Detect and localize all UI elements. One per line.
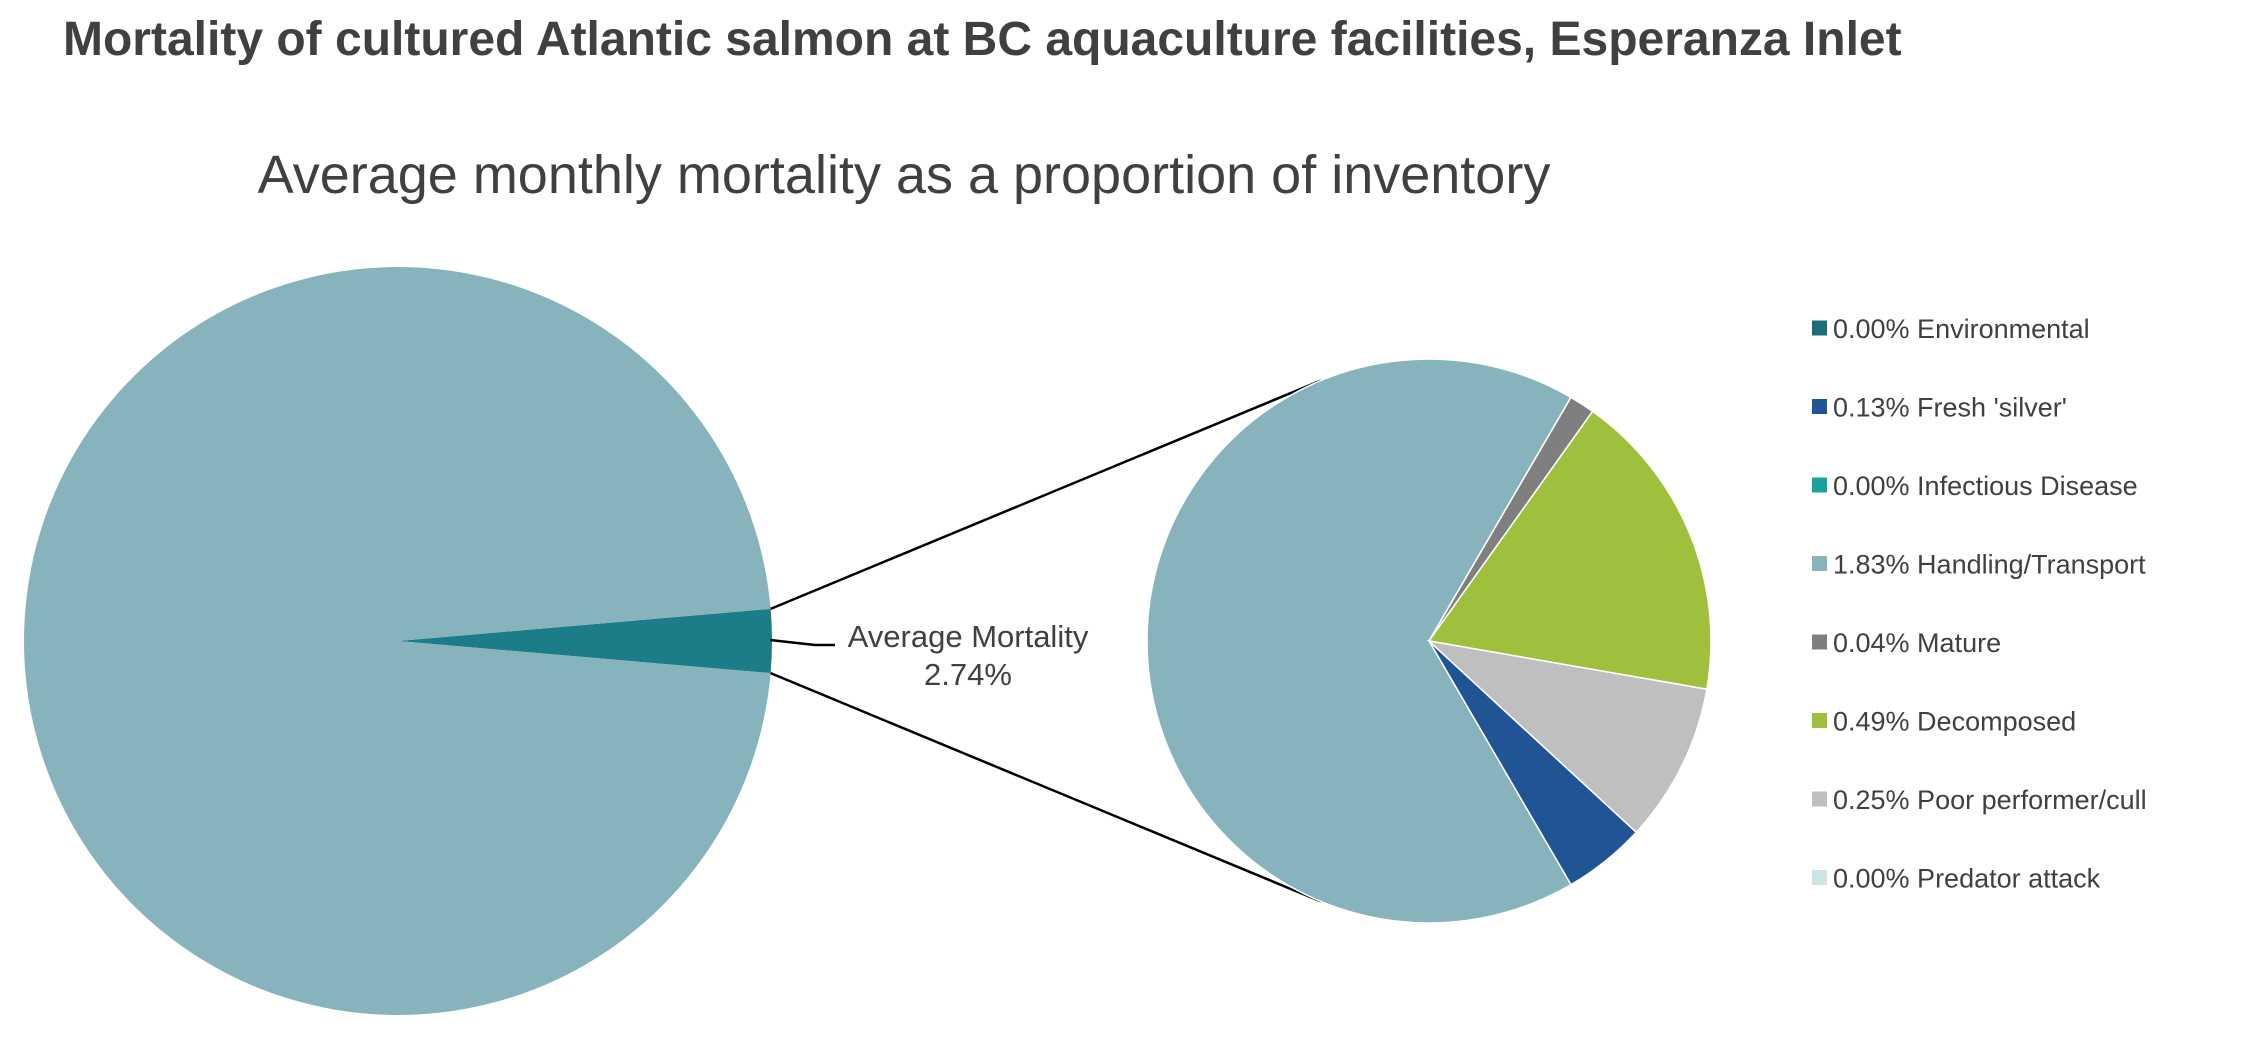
average-mortality-callout: Average Mortality 2.74% — [769, 619, 1089, 692]
legend-item: 0.25% Poor performer/cull — [1812, 785, 2147, 815]
legend-swatch — [1812, 399, 1827, 414]
legend-swatch — [1812, 870, 1827, 885]
legend-label: 0.25% Poor performer/cull — [1833, 785, 2147, 815]
main-pie-slice-remainder — [24, 267, 771, 1016]
secondary-pie-slice-poor-performer-cull — [1426, 639, 1708, 834]
legend-label: 0.49% Decomposed — [1833, 707, 2076, 737]
callout-label: Average Mortality — [848, 619, 1089, 654]
legend-item: 0.49% Decomposed — [1812, 707, 2076, 737]
legend-item: 0.00% Infectious Disease — [1812, 471, 2138, 501]
main-pie-slice-average-mortality — [398, 608, 773, 674]
secondary-pie — [1146, 358, 1712, 924]
legend-swatch — [1812, 320, 1827, 336]
legend-swatch — [1812, 477, 1827, 493]
legend-item: 0.00% Environmental — [1812, 314, 2090, 344]
legend-item: 0.13% Fresh 'silver' — [1812, 393, 2067, 423]
legend-label: 0.00% Infectious Disease — [1833, 471, 2138, 501]
chart-title: Average monthly mortality as a proportio… — [258, 145, 1551, 205]
legend-item: 0.04% Mature — [1812, 628, 2001, 658]
main-pie — [24, 267, 773, 1016]
connector-line-bottom — [770, 671, 1322, 903]
legend-label: 0.13% Fresh 'silver' — [1833, 393, 2067, 423]
legend-label: 0.00% Environmental — [1833, 314, 2090, 344]
legend-swatch — [1812, 713, 1827, 728]
connector-lines — [770, 379, 1322, 903]
page-title: Mortality of cultured Atlantic salmon at… — [63, 13, 1902, 66]
secondary-pie-slice-handling-transport — [1146, 358, 1572, 924]
legend-swatch — [1812, 634, 1827, 650]
legend: 0.00% Environmental 0.13% Fresh 'silver' 0… — [1812, 314, 2147, 894]
legend-label: 0.00% Predator attack — [1833, 864, 2101, 894]
callout-value: 2.74% — [924, 657, 1012, 692]
secondary-pie-slice-decomposed — [1427, 410, 1712, 691]
legend-swatch — [1812, 791, 1827, 807]
callout-leader-line — [769, 638, 835, 647]
connector-line-top — [770, 379, 1322, 611]
legend-label: 0.04% Mature — [1833, 628, 2001, 658]
legend-item: 0.00% Predator attack — [1812, 864, 2101, 894]
legend-item: 1.83% Handling/Transport — [1812, 550, 2146, 580]
legend-swatch — [1812, 556, 1827, 571]
legend-label: 1.83% Handling/Transport — [1833, 550, 2146, 580]
